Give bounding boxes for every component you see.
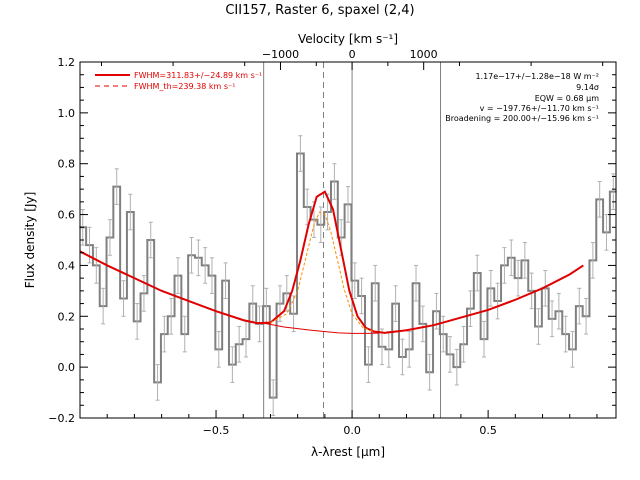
- top-tick-label: −1000: [262, 48, 299, 61]
- annotation-velocity: v = −197.76+/−11.70 km s⁻¹: [480, 104, 599, 113]
- top-axis-label: Velocity [km s⁻¹]: [298, 32, 398, 46]
- annotation-broadening: Broadening = 200.00+/−15.96 km s⁻¹: [445, 114, 599, 123]
- legend-label-fwhm: FWHM=311.83+/−24.89 km s⁻¹: [134, 71, 262, 80]
- y-tick-label: 0.2: [58, 310, 76, 323]
- fit-annotations: 1.17e−17+/−1.28e−18 W m⁻² 9.14σ EQW = 0.…: [445, 72, 599, 123]
- fit-total-curve: [79, 190, 584, 334]
- x-tick-label: −0.5: [203, 424, 230, 437]
- x-tick-label: 0.0: [343, 424, 361, 437]
- annotation-significance: 9.14σ: [576, 83, 599, 92]
- annotation-eqw: EQW = 0.68 μm: [535, 94, 599, 103]
- fit-thermal-curve: [270, 211, 375, 333]
- x-axis-label: λ-λrest [μm]: [311, 445, 385, 459]
- y-tick-label: 0.4: [58, 259, 76, 272]
- annotation-line-flux: 1.17e−17+/−1.28e−18 W m⁻²: [475, 72, 599, 81]
- data-series: [79, 135, 617, 416]
- top-tick-label: 1000: [410, 48, 438, 61]
- y-tick-label: 1.2: [58, 56, 76, 69]
- chart-title: CII157, Raster 6, spaxel (2,4): [225, 3, 414, 18]
- y-tick-label: 0.6: [58, 209, 76, 222]
- y-tick-label: 1.0: [58, 107, 76, 120]
- y-tick-label: 0.0: [58, 361, 76, 374]
- x-tick-label: 0.5: [479, 424, 497, 437]
- y-axis-label: Flux density [Jy]: [23, 192, 37, 289]
- legend-label-fwhm-th: FWHM_th=239.38 km s⁻¹: [134, 82, 235, 91]
- axis-ticks: −0.2 0.0 0.2 0.4 0.6 0.8 1.0 1.2 −0.5 0.0 0.5 −1000…: [48, 48, 616, 437]
- fit-continuum-curve: [264, 322, 380, 334]
- legend: FWHM=311.83+/−24.89 km s⁻¹ FWHM_th=239.3…: [95, 71, 262, 91]
- top-tick-label: 0: [349, 48, 356, 61]
- y-tick-label: −0.2: [48, 412, 75, 425]
- y-tick-label: 0.8: [58, 158, 76, 171]
